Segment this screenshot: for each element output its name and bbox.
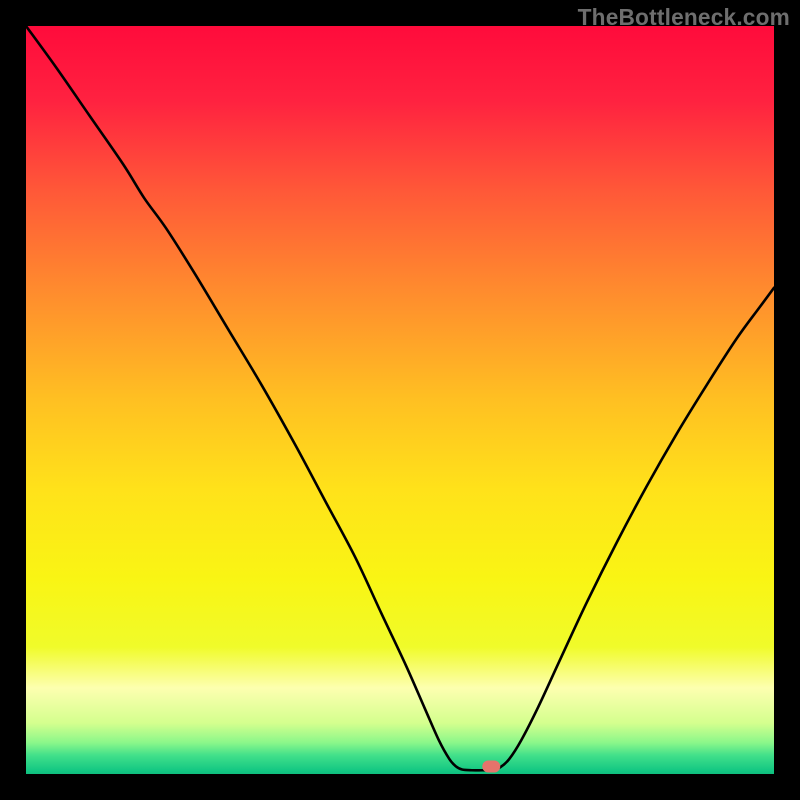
chart-frame: { "watermark": { "text": "TheBottleneck.… — [0, 0, 800, 800]
optimum-marker — [482, 761, 500, 773]
heatmap-background — [26, 26, 774, 774]
chart-svg — [26, 26, 774, 774]
plot-area — [26, 26, 774, 774]
